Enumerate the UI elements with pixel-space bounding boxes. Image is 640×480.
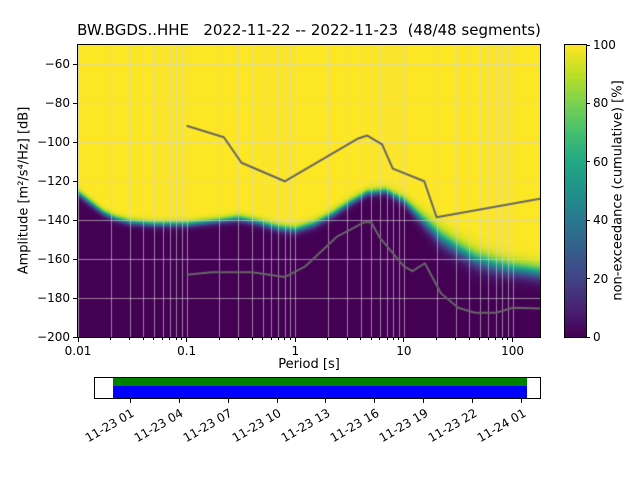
x-axis-label: Period [s] — [278, 357, 340, 372]
x-minor-tick-mark — [468, 338, 470, 340]
colorbar-label: non-exceedance (cumulative) [%] — [610, 80, 626, 301]
y-tick-mark — [73, 141, 77, 143]
x-minor-tick-mark — [495, 338, 497, 340]
x-minor-tick-mark — [162, 338, 164, 340]
x-tick-mark — [403, 338, 405, 342]
y-tick-mark — [73, 258, 77, 260]
coverage-blue-stripe — [112, 386, 528, 398]
x-minor-tick-mark — [360, 338, 362, 340]
x-tick-mark — [294, 338, 296, 342]
time-tick-mark — [472, 399, 474, 403]
y-tick-label: −160 — [37, 252, 70, 267]
colorbar-tick-mark — [586, 219, 590, 221]
time-tick-label: 11-23 22 — [425, 405, 480, 446]
x-minor-tick-mark — [436, 338, 438, 340]
y-tick-label: −100 — [37, 135, 70, 150]
time-tick-label: 11-23 07 — [180, 405, 235, 446]
y-tick-label: −120 — [37, 174, 70, 189]
y-tick-label: −180 — [37, 291, 70, 306]
x-minor-tick-mark — [169, 338, 171, 340]
y-tick-label: −140 — [37, 213, 70, 228]
x-minor-tick-mark — [129, 338, 131, 340]
time-tick-mark — [178, 399, 180, 403]
time-tick-mark — [276, 399, 278, 403]
x-minor-tick-mark — [386, 338, 388, 340]
y-tick-label: −200 — [37, 330, 70, 344]
x-minor-tick-mark — [479, 338, 481, 340]
x-tick-label: 10 — [396, 344, 412, 358]
time-tick-label: 11-23 01 — [82, 405, 137, 446]
colorbar-tick-mark — [586, 161, 590, 163]
y-tick-mark — [73, 63, 77, 65]
x-minor-tick-mark — [270, 338, 272, 340]
time-tick-label: 11-24 01 — [474, 405, 529, 446]
plot-title: BW.BGDS..HHE 2022-11-22 -- 2022-11-23 (4… — [77, 21, 541, 39]
x-minor-tick-mark — [289, 338, 291, 340]
x-minor-tick-mark — [370, 338, 372, 340]
x-minor-tick-mark — [455, 338, 457, 340]
colorbar-tick-label: 0 — [593, 330, 601, 344]
time-tick-mark — [423, 399, 425, 403]
time-tick-mark — [521, 399, 523, 403]
colorbar-tick-label: 100 — [593, 38, 616, 52]
x-tick-mark — [186, 338, 188, 342]
x-minor-tick-mark — [487, 338, 489, 340]
y-tick-mark — [73, 102, 77, 104]
x-tick-label: 1 — [291, 344, 300, 358]
x-minor-tick-mark — [398, 338, 400, 340]
colorbar — [564, 44, 587, 338]
plot-area — [77, 44, 541, 338]
timeline-bar — [94, 377, 541, 399]
x-minor-tick-mark — [237, 338, 239, 340]
x-minor-tick-mark — [218, 338, 220, 340]
y-tick-mark — [73, 297, 77, 299]
y-tick-label: −60 — [44, 57, 70, 72]
time-tick-label: 11-23 16 — [327, 405, 382, 446]
colorbar-tick-label: 80 — [593, 96, 609, 111]
x-minor-tick-mark — [181, 338, 183, 340]
x-minor-tick-mark — [346, 338, 348, 340]
colorbar-tick-label: 40 — [593, 213, 609, 228]
x-minor-tick-mark — [327, 338, 329, 340]
time-tick-mark — [374, 399, 376, 403]
time-tick-label: 11-23 13 — [278, 405, 333, 446]
x-minor-tick-mark — [142, 338, 144, 340]
x-minor-tick-mark — [251, 338, 253, 340]
x-minor-tick-mark — [284, 338, 286, 340]
x-minor-tick-mark — [507, 338, 509, 340]
time-tick-mark — [227, 399, 229, 403]
x-tick-mark — [512, 338, 514, 342]
time-tick-label: 11-23 10 — [229, 405, 284, 446]
time-tick-mark — [129, 399, 131, 403]
colorbar-tick-label: 20 — [593, 271, 609, 286]
coverage-green-stripe — [112, 378, 528, 387]
y-tick-mark — [73, 180, 77, 182]
x-minor-tick-mark — [153, 338, 155, 340]
colorbar-tick-mark — [586, 44, 590, 46]
time-tick-mark — [325, 399, 327, 403]
x-minor-tick-mark — [392, 338, 394, 340]
colorbar-tick-mark — [586, 102, 590, 104]
colorbar-tick-label: 60 — [593, 154, 609, 169]
colorbar-tick-mark — [586, 278, 590, 280]
x-minor-tick-mark — [175, 338, 177, 340]
x-tick-label: 100 — [501, 344, 524, 358]
y-tick-label: −80 — [44, 96, 70, 111]
x-minor-tick-mark — [379, 338, 381, 340]
x-minor-tick-mark — [277, 338, 279, 340]
colorbar-gradient — [565, 45, 586, 337]
y-tick-mark — [73, 219, 77, 221]
x-minor-tick-mark — [262, 338, 264, 340]
colorbar-tick-mark — [586, 336, 590, 338]
x-tick-label: 0.01 — [64, 344, 92, 358]
x-tick-label: 0.1 — [177, 344, 197, 358]
ppsd-heatmap — [78, 45, 540, 337]
y-tick-mark — [73, 336, 77, 338]
time-tick-label: 11-23 04 — [131, 405, 186, 446]
x-minor-tick-mark — [110, 338, 112, 340]
time-tick-label: 11-23 19 — [376, 405, 431, 446]
x-minor-tick-mark — [501, 338, 503, 340]
x-tick-mark — [77, 338, 79, 342]
